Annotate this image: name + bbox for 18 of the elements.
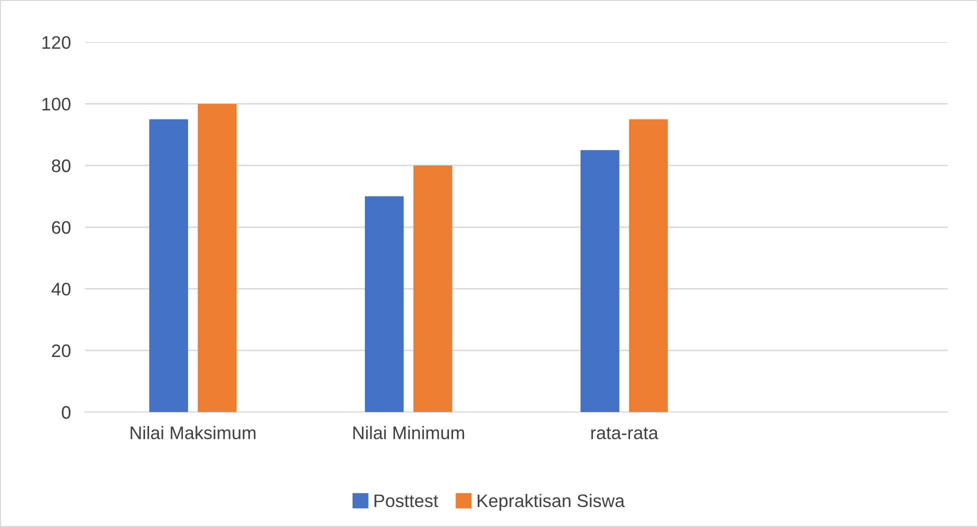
bar — [413, 165, 452, 412]
x-tick-label: Nilai Maksimum — [130, 426, 256, 440]
bar — [149, 119, 188, 412]
y-tick-label: 120 — [42, 36, 70, 49]
y-tick-label: 100 — [42, 98, 70, 111]
y-tick-label: 40 — [52, 282, 70, 296]
legend-label: Kepraktisan Siswa — [478, 494, 625, 511]
y-tick-label: 80 — [52, 159, 70, 172]
y-tick-label: 60 — [52, 221, 70, 234]
bar — [198, 104, 237, 412]
y-tick-label: 20 — [52, 344, 70, 358]
x-tick-label: rata-rata — [591, 427, 658, 440]
x-tick-label: Nilai Minimum — [353, 426, 464, 440]
bar — [364, 196, 404, 412]
bar — [580, 150, 620, 412]
bar — [629, 119, 668, 412]
y-tick-label: 0 — [62, 406, 70, 419]
legend-label: Posttest — [374, 494, 438, 508]
